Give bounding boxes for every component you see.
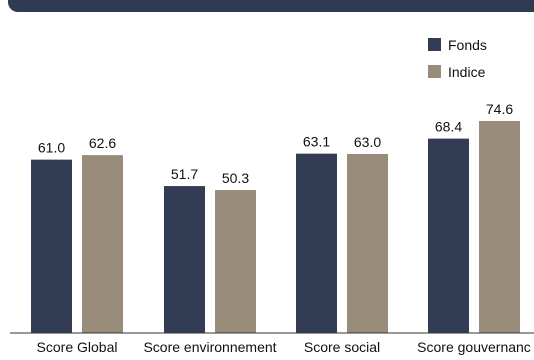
bar-fonds-3 — [296, 153, 337, 333]
category-labels-group: Score Global Score environnement Score soc… — [37, 339, 531, 355]
value-label-fonds-3: 63.1 — [303, 134, 330, 150]
value-label-fonds-2: 51.7 — [171, 166, 198, 182]
value-label-indice-3: 63.0 — [354, 134, 381, 150]
legend-swatch-fonds — [428, 38, 441, 51]
bar-indice-3 — [347, 153, 388, 333]
header-bar — [8, 0, 534, 12]
legend-label-indice: Indice — [448, 64, 486, 80]
value-label-indice-4: 74.6 — [486, 101, 513, 117]
value-label-fonds-1: 61.0 — [38, 140, 65, 156]
bar-indice-1 — [82, 155, 123, 333]
category-label-4: Score gouvernanc — [417, 339, 531, 355]
legend-label-fonds: Fonds — [448, 37, 487, 53]
legend-swatch-indice — [428, 65, 441, 78]
value-label-fonds-4: 68.4 — [435, 119, 462, 135]
legend: Fonds Indice — [428, 37, 487, 80]
bar-fonds-1 — [31, 159, 72, 333]
bar-fonds-4 — [428, 138, 469, 333]
category-label-3: Score social — [304, 339, 380, 355]
category-label-1: Score Global — [37, 339, 118, 355]
category-label-2: Score environnement — [143, 339, 276, 355]
bar-fonds-2 — [164, 186, 205, 333]
value-labels-group: 61.0 62.6 51.7 50.3 63.1 63.0 68.4 74.6 — [38, 101, 513, 186]
bars-group — [31, 120, 520, 333]
value-label-indice-2: 50.3 — [222, 170, 249, 186]
bar-indice-2 — [215, 190, 256, 333]
bar-indice-4 — [479, 120, 520, 333]
value-label-indice-1: 62.6 — [89, 135, 116, 151]
